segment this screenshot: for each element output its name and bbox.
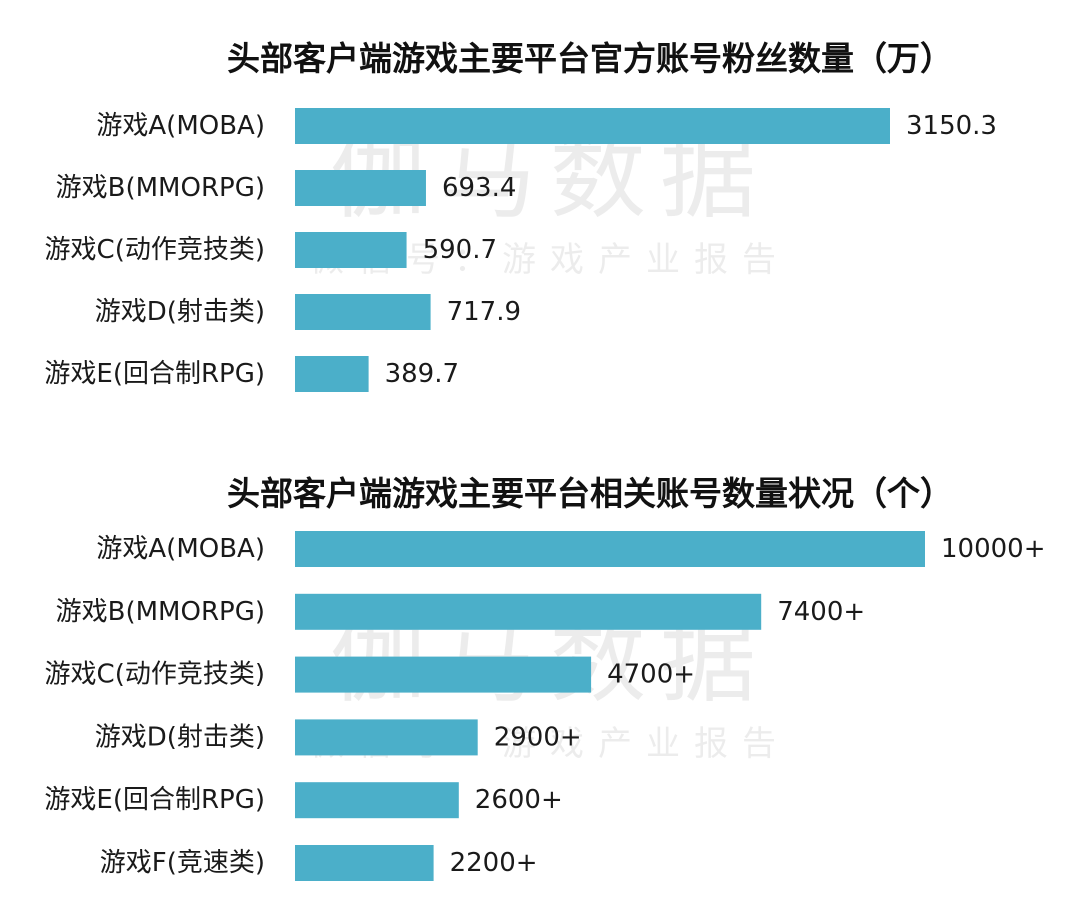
category-label: 游戏E(回合制RPG) bbox=[44, 785, 265, 815]
category-label: 游戏A(MOBA) bbox=[96, 534, 265, 564]
value-label: 3150.3 bbox=[906, 111, 997, 141]
category-label: 游戏A(MOBA) bbox=[96, 111, 265, 141]
category-label: 游戏F(竞速类) bbox=[100, 848, 265, 878]
category-label: 游戏E(回合制RPG) bbox=[44, 359, 265, 389]
bar bbox=[295, 656, 592, 693]
value-label: 693.4 bbox=[442, 173, 516, 203]
category-label: 游戏B(MMORPG) bbox=[56, 173, 265, 203]
value-label: 7400+ bbox=[777, 597, 865, 627]
bar bbox=[295, 356, 369, 392]
value-label: 10000+ bbox=[941, 534, 1046, 564]
bar bbox=[295, 531, 925, 567]
value-label: 2200+ bbox=[450, 848, 538, 878]
bar-plot-fans: 游戏A(MOBA) 3150.3 游戏B(MMORPG) 693.4 游戏C(动作竞技类… bbox=[44, 108, 997, 392]
value-label: 717.9 bbox=[447, 297, 521, 327]
chart-title: 头部客户端游戏主要平台官方账号粉丝数量（万） bbox=[227, 39, 953, 78]
category-label: 游戏D(射击类) bbox=[95, 722, 265, 752]
chart-title: 头部客户端游戏主要平台相关账号数量状况（个） bbox=[227, 474, 953, 513]
category-label: 游戏D(射击类) bbox=[95, 297, 265, 327]
bar bbox=[295, 232, 407, 268]
bar bbox=[295, 294, 431, 330]
bar bbox=[295, 170, 426, 206]
category-label: 游戏C(动作竞技类) bbox=[45, 660, 265, 690]
value-label: 389.7 bbox=[385, 359, 459, 389]
category-label: 游戏C(动作竞技类) bbox=[45, 235, 265, 265]
bar bbox=[295, 782, 459, 819]
bar bbox=[295, 593, 762, 630]
bar bbox=[295, 719, 478, 756]
category-label: 游戏B(MMORPG) bbox=[56, 597, 265, 627]
value-label: 590.7 bbox=[423, 235, 497, 265]
chart-fans: 头部客户端游戏主要平台官方账号粉丝数量（万） 游戏A(MOBA) 3150.3 游戏… bbox=[0, 0, 1080, 420]
value-label: 2900+ bbox=[494, 722, 582, 752]
bar bbox=[295, 845, 434, 881]
value-label: 2600+ bbox=[475, 785, 563, 815]
value-label: 4700+ bbox=[607, 660, 695, 690]
bar bbox=[295, 108, 890, 144]
